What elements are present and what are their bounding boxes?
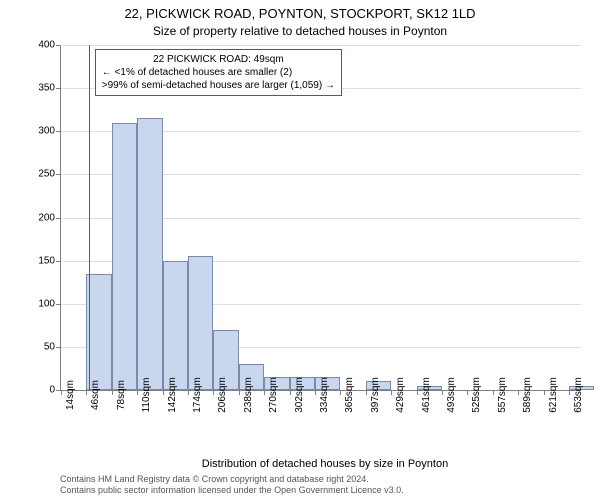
y-tick-label: 50: [15, 341, 55, 352]
footnote-line: Contains public sector information licen…: [60, 485, 590, 496]
x-axis-label: Distribution of detached houses by size …: [60, 458, 590, 470]
x-tick: [366, 390, 367, 395]
x-tick-label: 589sqm: [522, 377, 533, 413]
callout-line: ← <1% of detached houses are smaller (2): [102, 66, 335, 79]
marker-line: [89, 45, 90, 390]
x-tick: [86, 390, 87, 395]
x-tick: [518, 390, 519, 395]
y-tick: [56, 174, 61, 175]
x-tick-label: 270sqm: [268, 377, 279, 413]
x-tick-label: 206sqm: [217, 377, 228, 413]
gridline: [61, 45, 581, 46]
chart-title: 22, PICKWICK ROAD, POYNTON, STOCKPORT, S…: [0, 6, 600, 21]
y-tick-label: 100: [15, 298, 55, 309]
x-tick-label: 46sqm: [90, 380, 101, 410]
x-tick: [417, 390, 418, 395]
x-tick-label: 621sqm: [548, 377, 559, 413]
histogram-bar: [163, 261, 188, 390]
y-tick: [56, 131, 61, 132]
y-tick-label: 150: [15, 255, 55, 266]
y-tick-label: 350: [15, 83, 55, 94]
x-tick-label: 365sqm: [344, 377, 355, 413]
y-tick: [56, 261, 61, 262]
x-tick-label: 557sqm: [497, 377, 508, 413]
x-tick: [340, 390, 341, 395]
x-tick: [493, 390, 494, 395]
y-tick: [56, 88, 61, 89]
x-tick-label: 334sqm: [319, 377, 330, 413]
x-tick-label: 14sqm: [65, 380, 76, 410]
x-tick: [290, 390, 291, 395]
x-tick-label: 174sqm: [192, 377, 203, 413]
x-tick: [569, 390, 570, 395]
y-tick-label: 0: [15, 385, 55, 396]
x-tick-label: 142sqm: [167, 377, 178, 413]
x-tick: [61, 390, 62, 395]
x-tick-label: 238sqm: [243, 377, 254, 413]
x-tick: [442, 390, 443, 395]
x-tick-label: 461sqm: [421, 377, 432, 413]
y-tick-label: 200: [15, 212, 55, 223]
x-tick: [163, 390, 164, 395]
plot-area: 05010015020025030035040014sqm46sqm78sqm1…: [60, 45, 581, 391]
x-tick: [264, 390, 265, 395]
y-tick-label: 400: [15, 40, 55, 51]
callout-line: 22 PICKWICK ROAD: 49sqm: [102, 53, 335, 66]
x-tick-label: 110sqm: [141, 378, 152, 413]
y-tick-label: 250: [15, 169, 55, 180]
x-tick: [467, 390, 468, 395]
chart-subtitle: Size of property relative to detached ho…: [0, 24, 600, 38]
x-tick-label: 525sqm: [471, 377, 482, 413]
histogram-bar: [137, 118, 162, 390]
x-tick: [544, 390, 545, 395]
histogram-bar: [188, 256, 213, 390]
x-tick: [239, 390, 240, 395]
x-tick: [213, 390, 214, 395]
footnote: Contains HM Land Registry data © Crown c…: [60, 474, 590, 497]
y-tick: [56, 218, 61, 219]
x-tick-label: 493sqm: [446, 377, 457, 413]
x-tick: [188, 390, 189, 395]
x-tick: [391, 390, 392, 395]
x-tick: [315, 390, 316, 395]
y-tick: [56, 45, 61, 46]
x-tick-label: 429sqm: [395, 377, 406, 413]
x-tick-label: 302sqm: [294, 377, 305, 413]
x-tick-label: 653sqm: [573, 377, 584, 413]
x-tick-label: 397sqm: [370, 377, 381, 413]
x-tick: [112, 390, 113, 395]
histogram-bar: [112, 123, 137, 390]
x-tick: [137, 390, 138, 395]
callout-line: >99% of semi-detached houses are larger …: [102, 79, 335, 92]
x-tick-label: 78sqm: [116, 380, 127, 410]
callout-box: 22 PICKWICK ROAD: 49sqm← <1% of detached…: [95, 49, 342, 96]
histogram-bar: [86, 274, 111, 390]
y-tick-label: 300: [15, 126, 55, 137]
y-tick: [56, 347, 61, 348]
chart-frame: 22, PICKWICK ROAD, POYNTON, STOCKPORT, S…: [0, 0, 600, 500]
y-tick: [56, 304, 61, 305]
footnote-line: Contains HM Land Registry data © Crown c…: [60, 474, 590, 485]
